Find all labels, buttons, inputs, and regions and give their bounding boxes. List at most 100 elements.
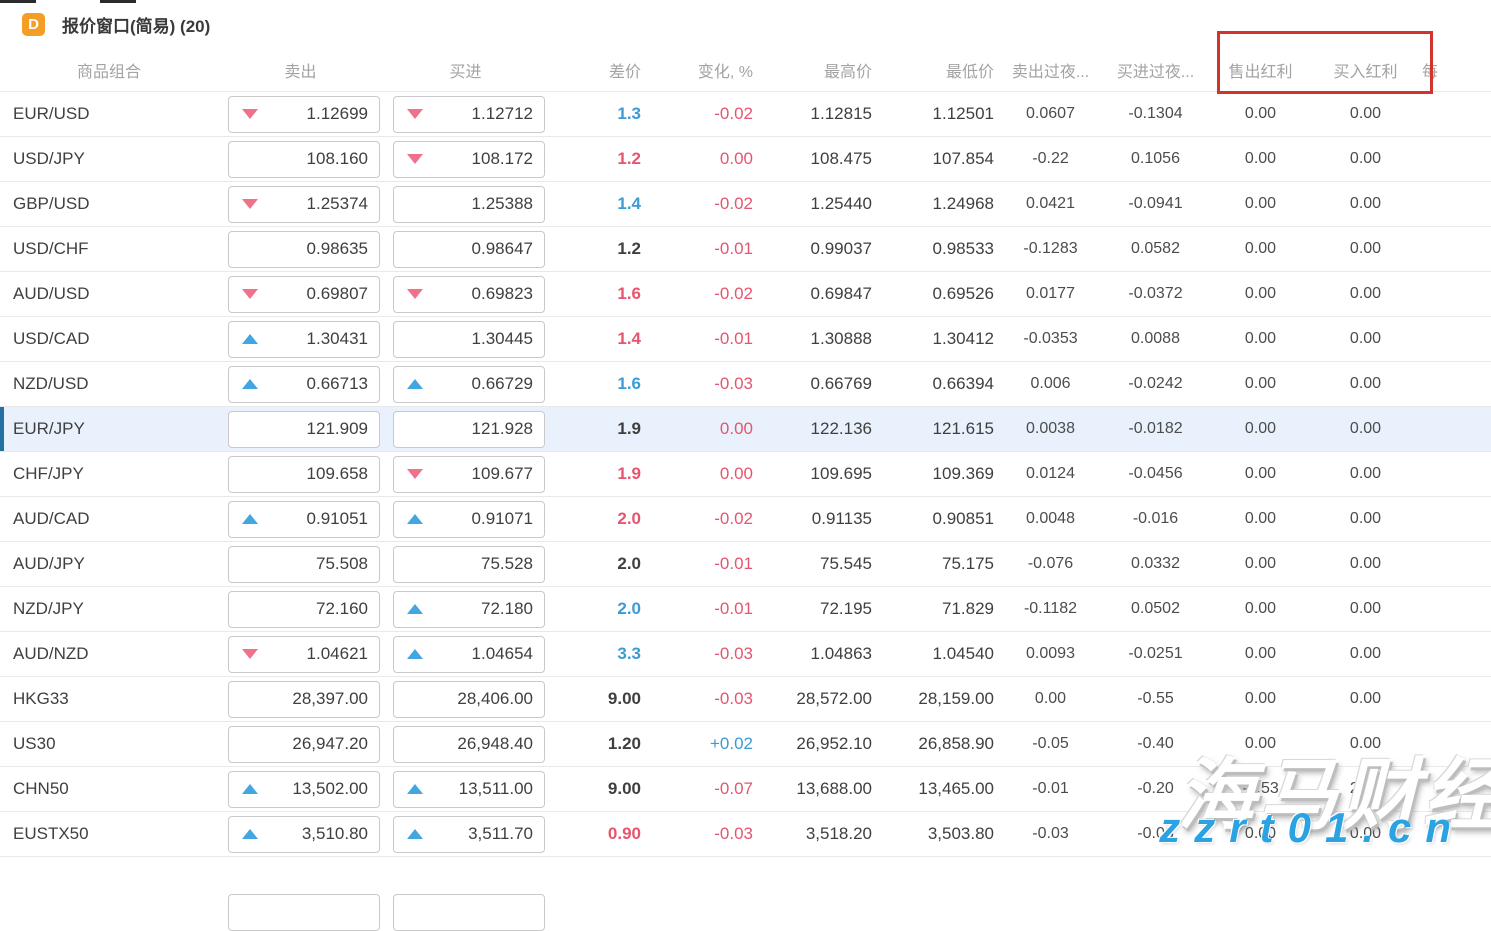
table-row[interactable]: NZD/JPY 72.160 72.180 2.0 -0.01 72.195 7… bbox=[0, 587, 1491, 632]
buy-trend-icon bbox=[407, 154, 423, 164]
top-edge-strip bbox=[0, 0, 1491, 3]
column-header-per[interactable]: 每 bbox=[1422, 63, 1439, 81]
buy-price: 0.98647 bbox=[471, 239, 533, 258]
sell-dividend-value: 0.00 bbox=[1244, 195, 1277, 212]
buy-price-button[interactable] bbox=[393, 894, 545, 931]
buy-price-button[interactable]: 1.12712 bbox=[393, 95, 545, 133]
buy-price-button[interactable]: 1.04654 bbox=[393, 635, 545, 673]
change-value: 0.00 bbox=[719, 464, 753, 483]
spread-value: 1.9 bbox=[617, 464, 641, 483]
sell-price-button[interactable]: 121.909 bbox=[228, 410, 380, 448]
table-row[interactable]: GBP/USD 1.25374 1.25388 1.4 -0.02 1.2544… bbox=[0, 182, 1491, 227]
table-row[interactable]: HKG33 28,397.00 28,406.00 9.00 -0.03 28,… bbox=[0, 677, 1491, 722]
change-value: -0.01 bbox=[714, 329, 753, 348]
buy-dividend-value: 0.00 bbox=[1349, 240, 1382, 257]
column-header-spread[interactable]: 差价 bbox=[608, 63, 641, 81]
table-row[interactable]: CHN50 13,502.00 13,511.00 9.00 -0.07 13,… bbox=[0, 767, 1491, 812]
column-header-low[interactable]: 最低价 bbox=[945, 63, 994, 81]
sell-price-button[interactable]: 3,510.80 bbox=[228, 815, 380, 853]
table-row[interactable]: AUD/USD 0.69807 0.69823 1.6 -0.02 0.6984… bbox=[0, 272, 1491, 317]
buy-price-button[interactable]: 0.69823 bbox=[393, 275, 545, 313]
table-row[interactable]: US30 26,947.20 26,948.40 1.20 +0.02 26,9… bbox=[0, 722, 1491, 767]
buy-price-button[interactable]: 3,511.70 bbox=[393, 815, 545, 853]
sell-price-button[interactable]: 109.658 bbox=[228, 455, 380, 493]
spread-value: 1.9 bbox=[617, 419, 641, 438]
column-header-high[interactable]: 最高价 bbox=[823, 63, 872, 81]
sell-price-button[interactable]: 72.160 bbox=[228, 590, 380, 628]
buy-price: 1.12712 bbox=[471, 104, 533, 123]
table-row[interactable]: NZD/USD 0.66713 0.66729 1.6 -0.03 0.6676… bbox=[0, 362, 1491, 407]
sell-price-button[interactable]: 28,397.00 bbox=[228, 680, 380, 718]
sell-price-button[interactable]: 26,947.20 bbox=[228, 725, 380, 763]
sell-price-button[interactable]: 1.04621 bbox=[228, 635, 380, 673]
sell-price-button[interactable]: 1.30431 bbox=[228, 320, 380, 358]
table-row[interactable]: USD/CHF 0.98635 0.98647 1.2 -0.01 0.9903… bbox=[0, 227, 1491, 272]
sell-price-button[interactable]: 0.98635 bbox=[228, 230, 380, 268]
sell-overnight-value: 0.0124 bbox=[1026, 465, 1075, 482]
sell-price-button[interactable]: 0.91051 bbox=[228, 500, 380, 538]
spread-value: 1.4 bbox=[617, 329, 641, 348]
buy-price-button[interactable]: 0.98647 bbox=[393, 230, 545, 268]
table-row[interactable]: USD/CAD 1.30431 1.30445 1.4 -0.01 1.3088… bbox=[0, 317, 1491, 362]
sell-trend-icon bbox=[242, 784, 258, 794]
column-header-buy-overnight[interactable]: 买进过夜... bbox=[1116, 63, 1195, 81]
low-value: 1.24968 bbox=[932, 194, 994, 213]
table-row[interactable]: CHF/JPY 109.658 109.677 1.9 0.00 109.695… bbox=[0, 452, 1491, 497]
column-header-buy-dividend[interactable]: 买入红利 bbox=[1333, 63, 1398, 81]
table-row[interactable]: EUR/JPY 121.909 121.928 1.9 0.00 122.136… bbox=[0, 407, 1491, 452]
sell-price: 13,502.00 bbox=[292, 779, 368, 798]
sell-overnight-value: -0.1182 bbox=[1023, 600, 1078, 617]
sell-overnight-value: 0.0607 bbox=[1026, 105, 1075, 122]
sell-price-button[interactable]: 75.508 bbox=[228, 545, 380, 583]
sell-price-button[interactable]: 1.12699 bbox=[228, 95, 380, 133]
buy-price-button[interactable]: 75.528 bbox=[393, 545, 545, 583]
table-row[interactable]: USD/JPY 108.160 108.172 1.2 0.00 108.475… bbox=[0, 137, 1491, 182]
buy-price-button[interactable]: 0.66729 bbox=[393, 365, 545, 403]
buy-trend-icon bbox=[407, 289, 423, 299]
table-row[interactable]: EUR/USD 1.12699 1.12712 1.3 -0.02 1.1281… bbox=[0, 92, 1491, 137]
table-row[interactable]: EUSTX50 3,510.80 3,511.70 0.90 -0.03 3,5… bbox=[0, 812, 1491, 857]
buy-price-button[interactable]: 1.25388 bbox=[393, 185, 545, 223]
table-row[interactable]: AUD/JPY 75.508 75.528 2.0 -0.01 75.545 7… bbox=[0, 542, 1491, 587]
change-value: -0.03 bbox=[714, 689, 753, 708]
buy-dividend-value: 0.00 bbox=[1349, 735, 1382, 752]
buy-price-button[interactable]: 108.172 bbox=[393, 140, 545, 178]
column-header-buy[interactable]: 买进 bbox=[449, 63, 482, 81]
sell-overnight-value: 0.00 bbox=[1034, 690, 1067, 707]
buy-price: 109.677 bbox=[471, 464, 533, 483]
high-value: 72.195 bbox=[820, 599, 872, 618]
sell-price: 72.160 bbox=[316, 599, 368, 618]
sell-price-button[interactable]: 1.25374 bbox=[228, 185, 380, 223]
buy-price-button[interactable]: 13,511.00 bbox=[393, 770, 545, 808]
buy-price-button[interactable]: 26,948.40 bbox=[393, 725, 545, 763]
high-value: 108.475 bbox=[810, 149, 872, 168]
buy-overnight-value: -0.03 bbox=[1137, 825, 1174, 842]
buy-price-button[interactable]: 28,406.00 bbox=[393, 680, 545, 718]
column-header-change[interactable]: 变化, % bbox=[697, 63, 753, 81]
sell-price-button[interactable]: 0.66713 bbox=[228, 365, 380, 403]
column-header-symbol[interactable]: 商品组合 bbox=[76, 63, 141, 81]
symbol-label: AUD/CAD bbox=[13, 509, 90, 528]
table-row[interactable] bbox=[0, 857, 1491, 931]
buy-price-button[interactable]: 1.30445 bbox=[393, 320, 545, 358]
column-header-sell-dividend[interactable]: 售出红利 bbox=[1228, 63, 1293, 81]
buy-price-button[interactable]: 72.180 bbox=[393, 590, 545, 628]
column-header-sell[interactable]: 卖出 bbox=[284, 63, 317, 81]
sell-dividend-value: 0.00 bbox=[1244, 825, 1277, 842]
spread-value: 1.2 bbox=[617, 239, 641, 258]
buy-price-button[interactable]: 0.91071 bbox=[393, 500, 545, 538]
sell-price-button[interactable]: 13,502.00 bbox=[228, 770, 380, 808]
buy-price: 28,406.00 bbox=[457, 689, 533, 708]
table-row[interactable]: AUD/CAD 0.91051 0.91071 2.0 -0.02 0.9113… bbox=[0, 497, 1491, 542]
table-row[interactable]: AUD/NZD 1.04621 1.04654 3.3 -0.03 1.0486… bbox=[0, 632, 1491, 677]
buy-dividend-value: 0.00 bbox=[1349, 600, 1382, 617]
low-value: 107.854 bbox=[932, 149, 994, 168]
sell-dividend-value: 0.00 bbox=[1244, 285, 1277, 302]
column-header-sell-overnight[interactable]: 卖出过夜... bbox=[1011, 63, 1090, 81]
buy-overnight-value: 0.0502 bbox=[1131, 600, 1180, 617]
buy-price-button[interactable]: 109.677 bbox=[393, 455, 545, 493]
sell-price-button[interactable] bbox=[228, 894, 380, 931]
buy-price-button[interactable]: 121.928 bbox=[393, 410, 545, 448]
sell-price-button[interactable]: 108.160 bbox=[228, 140, 380, 178]
sell-price-button[interactable]: 0.69807 bbox=[228, 275, 380, 313]
